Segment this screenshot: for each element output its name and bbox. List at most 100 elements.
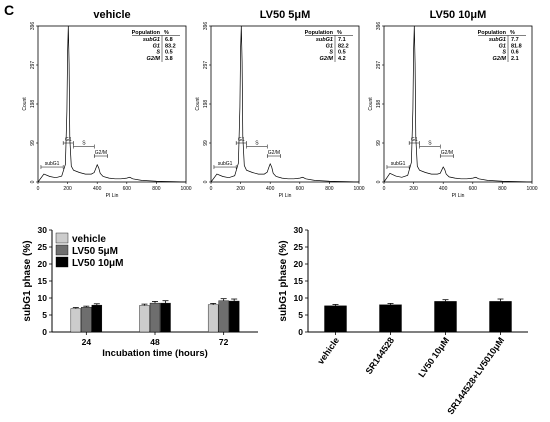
y-tick-label: 25 (38, 242, 48, 252)
y-tick-label: 10 (294, 293, 304, 303)
x-tick-label: 24 (82, 337, 92, 347)
legend-label: LV50 10μM (72, 258, 124, 269)
y-axis-label: subG1 phase (%) (278, 240, 289, 321)
y-tick-label: 0 (376, 180, 382, 183)
y-axis-label: Count (195, 97, 201, 111)
legend-swatch (55, 244, 69, 256)
bar (218, 300, 229, 333)
bar (160, 302, 171, 333)
y-tick-label: 20 (294, 259, 304, 269)
y-tick-label: 15 (294, 276, 304, 286)
x-tick-label: 1000 (180, 186, 191, 192)
gate-label: G1 (65, 137, 72, 143)
gate-label: S (82, 141, 86, 147)
y-tick-label: 0 (30, 180, 36, 183)
histogram-title: vehicle (93, 9, 130, 21)
y-tick-label: 0 (42, 327, 47, 337)
legend-label: vehicle (72, 234, 106, 245)
x-tick-label: 200 (63, 186, 72, 192)
gate-label: G1 (238, 137, 245, 143)
table-header: % (510, 30, 515, 36)
y-tick-label: 0 (298, 327, 303, 337)
table-value: 4.2 (338, 56, 346, 62)
bar (228, 300, 240, 333)
gate-label: G2/M (268, 150, 280, 156)
legend-label: LV50 5μM (72, 246, 118, 257)
bar (379, 304, 402, 333)
x-tick-label: LV50 10μM (416, 335, 451, 379)
legend-swatch (55, 256, 69, 268)
x-tick-label: 200 (236, 186, 245, 192)
x-tick-label: 72 (219, 337, 229, 347)
x-tick-label: 1000 (526, 186, 537, 192)
table-value: 82.2 (338, 43, 349, 49)
x-axis-label: PI Lin (279, 193, 292, 199)
table-phase: subG1 (143, 37, 160, 43)
y-tick-label: 30 (294, 225, 304, 235)
y-tick-label: 198 (30, 100, 36, 109)
y-tick-label: 99 (376, 140, 382, 146)
table-phase: S (502, 50, 506, 56)
table-phase: S (156, 50, 160, 56)
bar (324, 305, 347, 333)
bar (434, 301, 457, 333)
table-phase: G1 (153, 43, 160, 49)
x-tick-label: 0 (383, 186, 386, 192)
gate-label: subG1 (218, 161, 233, 167)
bar (149, 302, 161, 333)
x-axis-label: Incubation time (hours) (102, 348, 208, 359)
y-tick-label: 20 (38, 259, 48, 269)
gate-label: G2/M (95, 150, 107, 156)
y-tick-label: 297 (30, 61, 36, 70)
y-tick-label: 5 (42, 310, 47, 320)
table-value: 7.7 (511, 37, 519, 43)
x-tick-label: 800 (152, 186, 161, 192)
bar (139, 305, 150, 333)
bar (207, 304, 219, 333)
x-tick-label: SR144528 (364, 335, 397, 376)
table-phase: G1 (326, 43, 333, 49)
table-value: 7.1 (338, 37, 346, 43)
y-tick-label: 198 (376, 100, 382, 109)
bar (489, 301, 512, 333)
histogram-frame (210, 25, 360, 183)
bar (70, 308, 82, 333)
x-tick-label: vehicle (315, 335, 341, 366)
y-tick-label: 0 (203, 180, 209, 183)
x-tick-label: 400 (439, 186, 448, 192)
x-axis-label: PI Lin (106, 193, 119, 199)
x-tick-label: 600 (296, 186, 305, 192)
y-tick-label: 99 (30, 140, 36, 146)
bar (91, 304, 103, 333)
y-tick-label: 297 (203, 61, 209, 70)
x-tick-label: SR144528+LV5010μM (445, 335, 506, 416)
panel-label: C (4, 2, 15, 18)
y-axis-label: Count (22, 97, 28, 111)
table-phase: subG1 (316, 37, 333, 43)
table-header: % (337, 30, 342, 36)
x-tick-label: 400 (266, 186, 275, 192)
table-header: Population (132, 30, 161, 36)
table-value: 83.2 (165, 43, 176, 49)
histogram-title: LV50 10μM (430, 9, 487, 21)
x-tick-label: 800 (325, 186, 334, 192)
x-tick-label: 600 (469, 186, 478, 192)
table-phase: G1 (499, 43, 506, 49)
table-phase: G2/M (147, 56, 161, 62)
table-header: Population (478, 30, 507, 36)
y-tick-label: 10 (38, 293, 48, 303)
y-tick-label: 297 (376, 61, 382, 70)
y-tick-label: 396 (30, 22, 36, 31)
x-tick-label: 800 (498, 186, 507, 192)
gate-label: S (255, 141, 259, 147)
table-header: % (164, 30, 169, 36)
legend-swatch (55, 232, 69, 244)
bar (81, 306, 92, 333)
x-axis-label: PI Lin (452, 193, 465, 199)
gate-label: subG1 (45, 161, 60, 167)
gate-label: S (428, 141, 432, 147)
x-tick-label: 400 (93, 186, 102, 192)
y-axis-label: subG1 phase (%) (22, 240, 33, 321)
table-value: 0.5 (338, 50, 346, 56)
table-phase: G2/M (493, 56, 507, 62)
